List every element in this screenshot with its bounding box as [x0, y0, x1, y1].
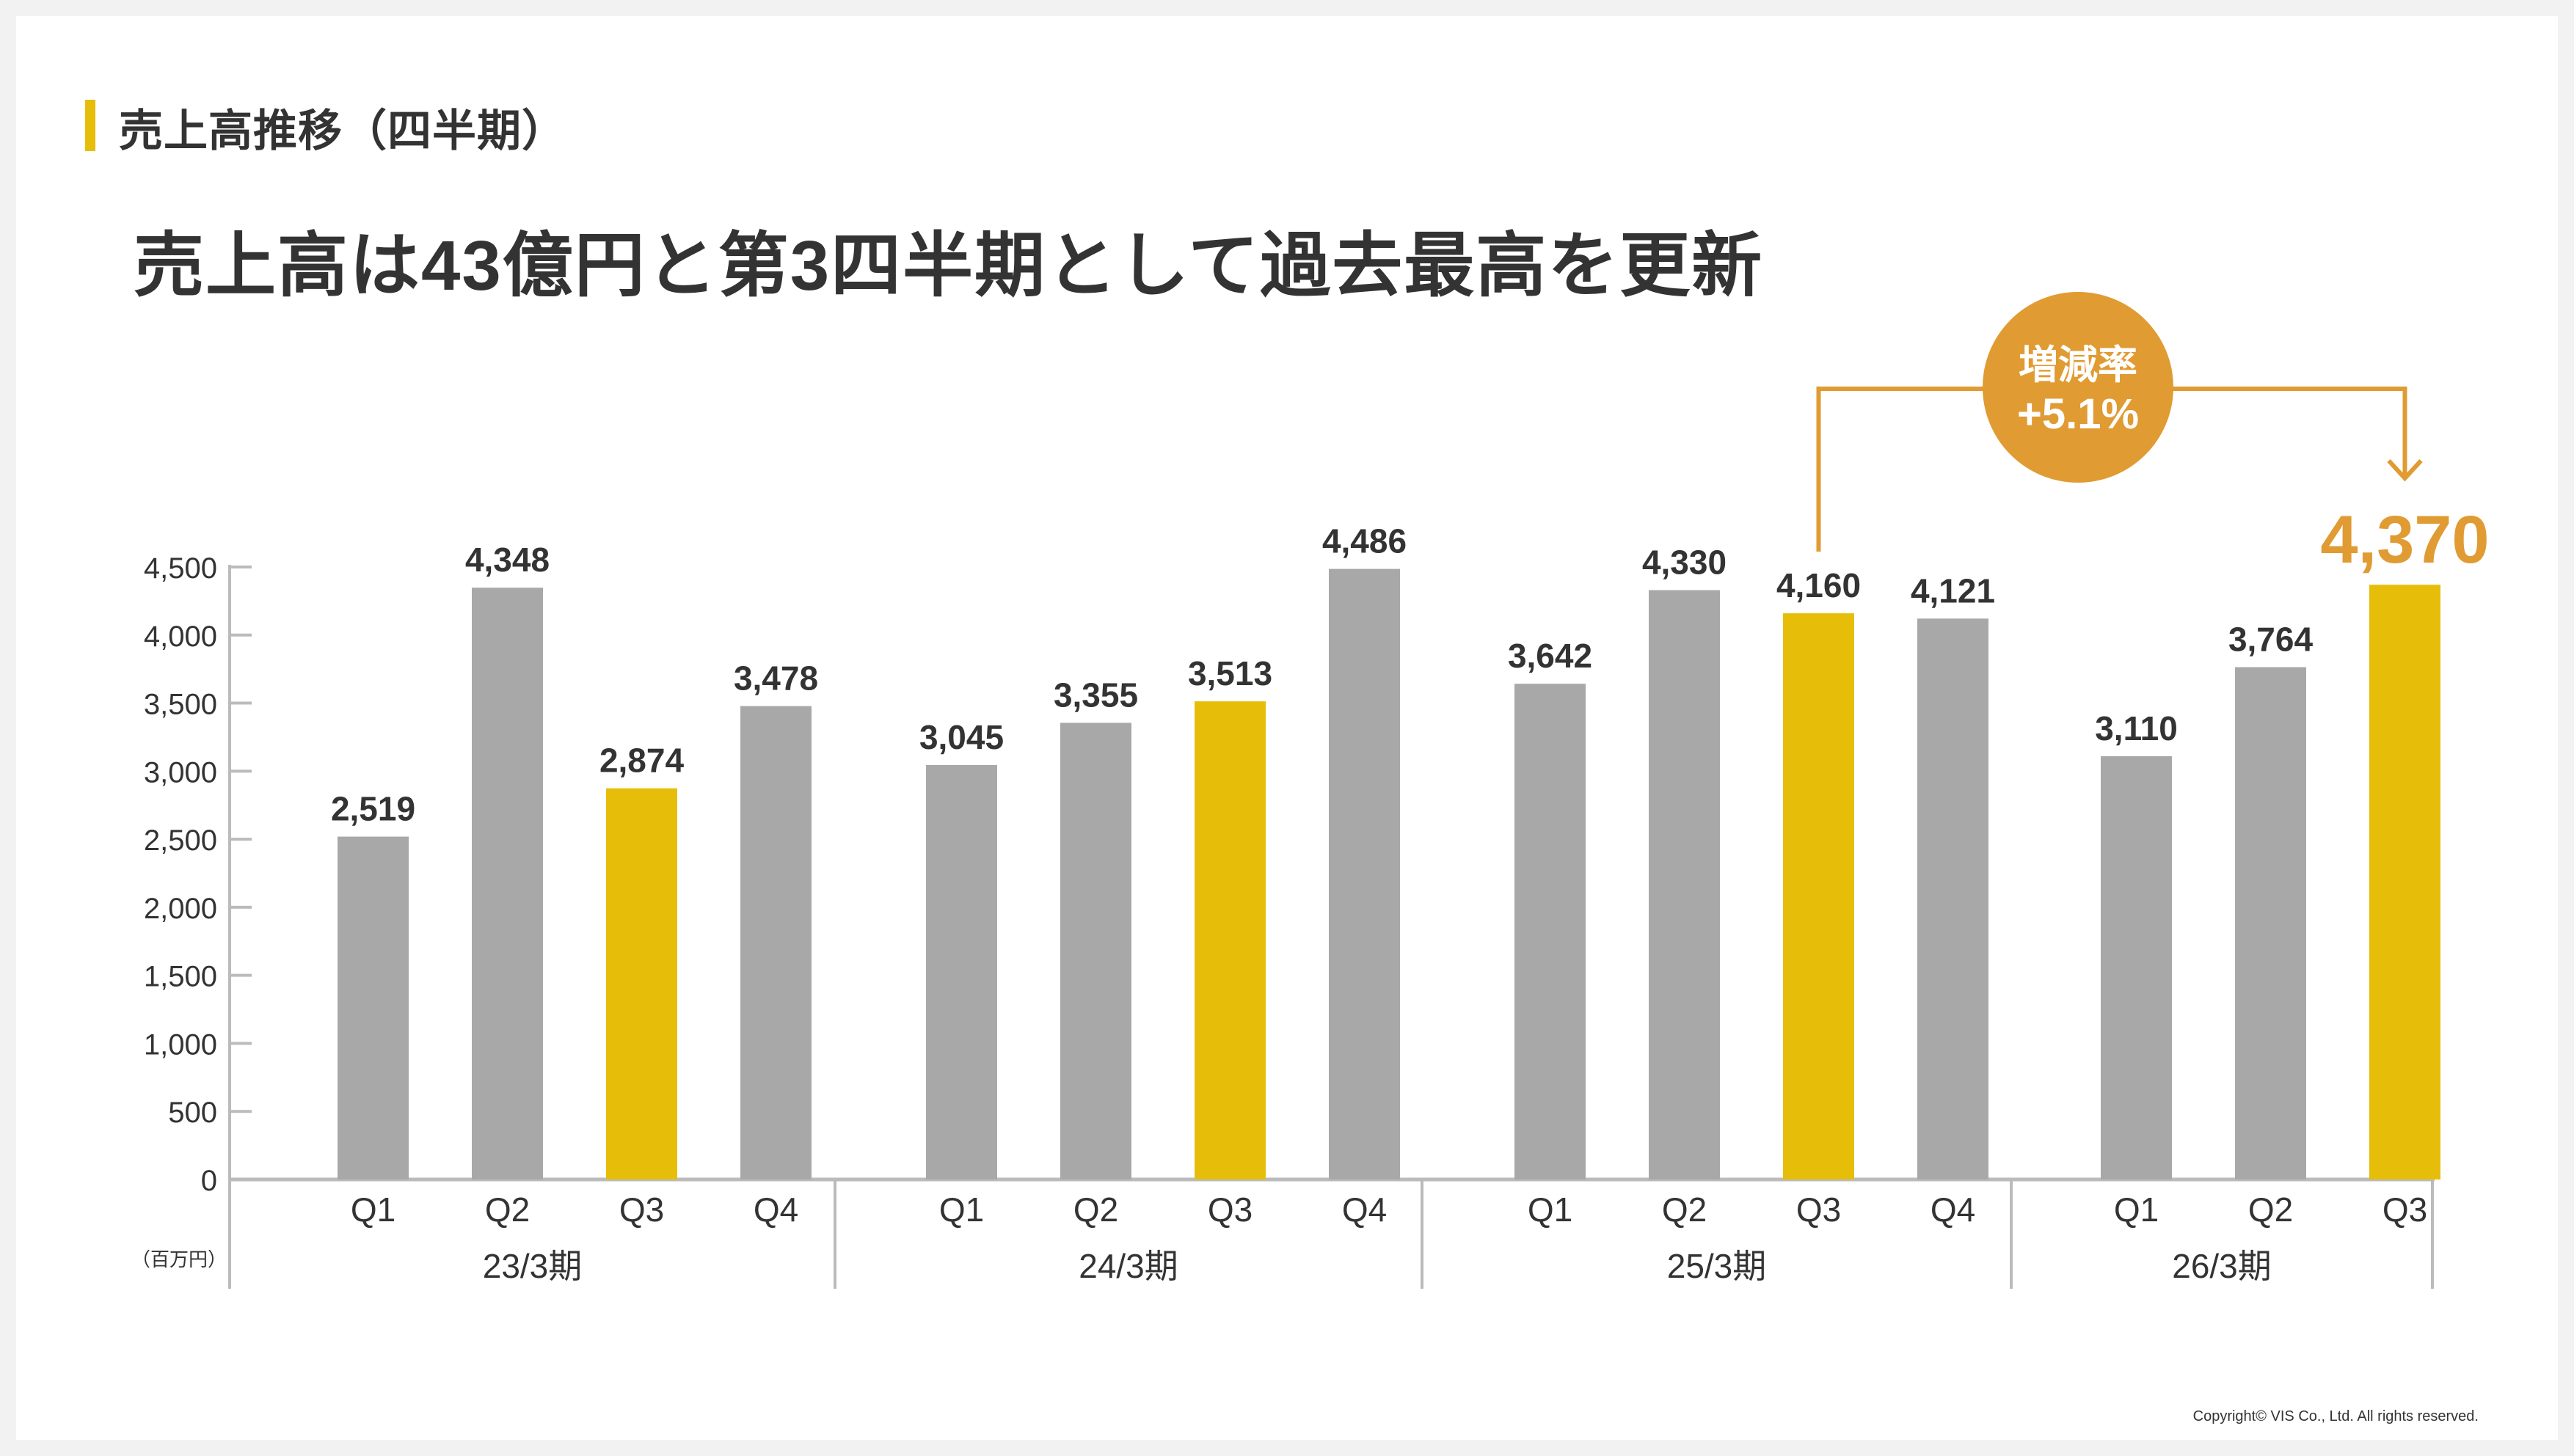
- data-label: 3,642: [1508, 637, 1592, 675]
- section-accent-bar: [85, 100, 95, 151]
- data-label: 4,160: [1776, 566, 1861, 604]
- data-label: 3,045: [919, 718, 1004, 756]
- y-unit-label: （百万円）: [131, 1248, 227, 1270]
- bar: [926, 764, 997, 1179]
- data-label: 3,478: [734, 659, 818, 698]
- bar: [740, 706, 812, 1179]
- group-label: 26/3期: [2172, 1247, 2272, 1285]
- group-label: 24/3期: [1079, 1247, 1178, 1285]
- change-rate-label: 増減率: [2019, 343, 2137, 387]
- headline: 売上高は43億円と第3四半期として過去最高を更新: [134, 227, 1764, 305]
- data-label: 3,355: [1054, 676, 1138, 714]
- x-tick-label: Q2: [1073, 1190, 1118, 1229]
- y-tick-label: 1,000: [144, 1028, 217, 1061]
- change-rate-value: +5.1%: [2017, 390, 2139, 438]
- bar: [606, 788, 677, 1179]
- bar: [1195, 701, 1266, 1179]
- copyright: Copyright© VIS Co., Ltd. All rights rese…: [2192, 1408, 2479, 1424]
- bar: [2101, 756, 2172, 1179]
- group-label: 23/3期: [483, 1247, 583, 1285]
- arrow-down-icon: [2387, 458, 2423, 482]
- bar: [2235, 667, 2306, 1179]
- y-tick-label: 4,500: [144, 552, 217, 585]
- x-tick-label: Q1: [1528, 1190, 1572, 1229]
- y-tick-label: 4,000: [144, 621, 217, 653]
- y-tick-label: 0: [201, 1165, 217, 1197]
- x-tick-label: Q3: [619, 1190, 664, 1229]
- x-tick-label: Q3: [1208, 1190, 1253, 1229]
- bar: [472, 588, 543, 1179]
- section-title: 売上高推移（四半期）: [119, 106, 566, 156]
- data-label: 4,121: [1911, 571, 1995, 610]
- bar: [1329, 568, 1400, 1179]
- change-rate-badge: [1983, 292, 2173, 483]
- y-tick-label: 1,500: [144, 961, 217, 993]
- x-tick-label: Q1: [939, 1190, 984, 1229]
- y-tick-label: 3,000: [144, 756, 217, 789]
- x-tick-label: Q3: [2382, 1190, 2427, 1229]
- bar: [1783, 613, 1854, 1179]
- bar: [1060, 722, 1131, 1179]
- data-label-emphasis: 4,370: [2320, 502, 2489, 577]
- x-tick-label: Q4: [754, 1190, 798, 1229]
- slide: 売上高推移（四半期） 売上高は43億円と第3四半期として過去最高を更新 Copy…: [16, 16, 2558, 1440]
- x-tick-label: Q4: [1930, 1190, 1975, 1229]
- x-tick-label: Q4: [1342, 1190, 1387, 1229]
- y-tick-label: 2,000: [144, 893, 217, 925]
- bar: [1649, 590, 1720, 1179]
- x-tick-label: Q2: [1662, 1190, 1707, 1229]
- data-label: 3,513: [1188, 654, 1272, 692]
- bar: [2369, 585, 2440, 1179]
- x-tick-label: Q2: [485, 1190, 530, 1229]
- y-tick-label: 500: [168, 1097, 217, 1129]
- group-label: 25/3期: [1667, 1247, 1767, 1285]
- y-tick-label: 3,500: [144, 689, 217, 721]
- x-tick-label: Q1: [2114, 1190, 2159, 1229]
- x-tick-label: Q1: [351, 1190, 395, 1229]
- data-label: 3,110: [2095, 709, 2178, 747]
- bar: [1917, 618, 1988, 1179]
- x-tick-label: Q2: [2248, 1190, 2293, 1229]
- bar: [338, 836, 409, 1179]
- data-label: 4,330: [1642, 544, 1727, 582]
- data-label: 4,348: [465, 541, 550, 579]
- y-tick-label: 2,500: [144, 824, 217, 857]
- data-label: 4,486: [1322, 522, 1407, 560]
- x-tick-label: Q3: [1796, 1190, 1841, 1229]
- data-label: 2,874: [599, 742, 685, 780]
- bar: [1514, 684, 1586, 1179]
- data-label: 3,764: [2228, 621, 2314, 659]
- data-label: 2,519: [331, 790, 415, 828]
